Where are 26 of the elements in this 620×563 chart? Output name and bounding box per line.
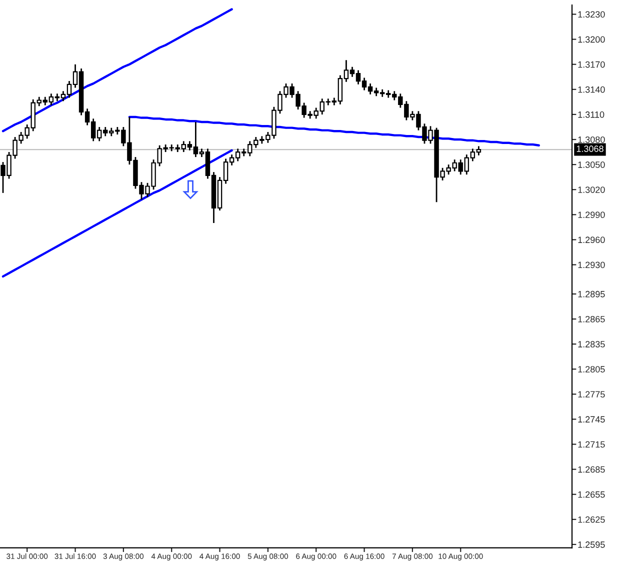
y-tick-label: 1.2865 [578, 316, 605, 322]
y-tick-label: 1.2895 [578, 290, 605, 298]
y-tick-label: 1.2685 [578, 466, 605, 473]
y-tick-label: 1.3020 [578, 186, 605, 193]
y-tick-label: 1.2930 [578, 262, 605, 268]
y-tick-label: 1.2655 [578, 491, 605, 498]
y-tick-label: 1.2625 [578, 516, 605, 523]
y-tick-label: 1.3080 [578, 136, 605, 143]
ref-line-label: 1.3068 [576, 146, 604, 152]
y-tick-label: 1.2990 [578, 212, 605, 218]
y-tick-label: 1.2775 [578, 391, 605, 398]
line-series [2, 8, 233, 132]
y-tick-label: 1.2960 [578, 236, 605, 244]
y-tick-label: 1.3170 [578, 61, 605, 68]
y-tick-label: 1.2745 [578, 416, 605, 423]
y-tick-label: 1.3140 [578, 86, 605, 93]
y-tick-label: 1.2805 [578, 366, 605, 372]
y-tick-label: 1.3050 [578, 162, 605, 168]
y-tick-label: 1.3230 [578, 11, 605, 18]
line-series [2, 149, 233, 278]
y-tick-label: 1.2715 [578, 441, 605, 448]
y-tick-label: 1.3110 [578, 111, 604, 118]
y-tick-label: 1.3200 [578, 36, 605, 43]
y-tick-label: 1.2595 [578, 541, 605, 548]
line-series [128, 116, 540, 146]
y-tick-label: 1.2835 [578, 341, 605, 348]
